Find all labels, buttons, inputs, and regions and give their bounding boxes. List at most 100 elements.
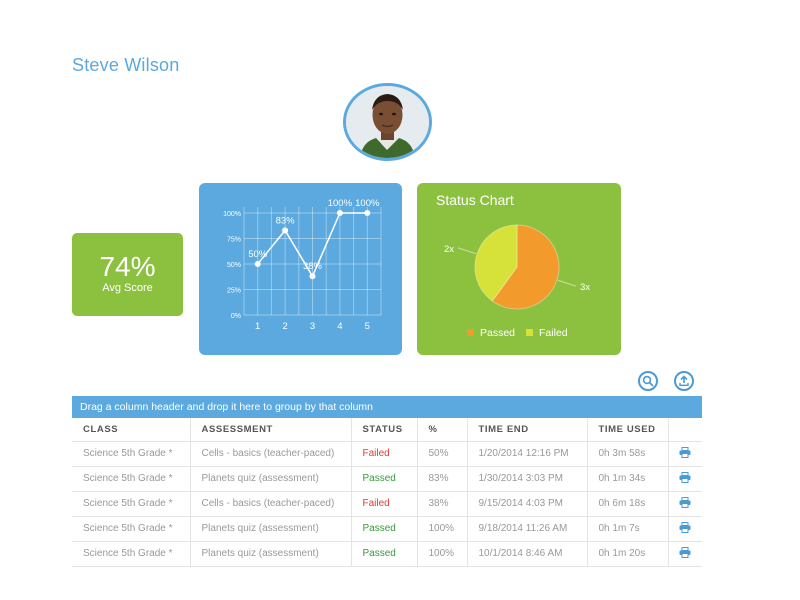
- print-button[interactable]: [668, 516, 702, 542]
- data-point: [309, 273, 316, 280]
- percent-cell: 50%: [417, 441, 468, 467]
- group-by-panel[interactable]: Drag a column header and drop it here to…: [72, 396, 702, 418]
- time-end-cell: 1/20/2014 12:16 PM: [467, 441, 588, 467]
- assessment-cell: Planets quiz (assessment): [190, 516, 352, 542]
- student-name: Steve Wilson: [72, 55, 180, 75]
- print-button[interactable]: [668, 541, 702, 567]
- legend-label: Passed: [480, 327, 515, 339]
- assessment-cell: Cells - basics (teacher-paced): [190, 441, 352, 467]
- x-tick-label: 5: [365, 321, 370, 332]
- search-button[interactable]: [638, 371, 658, 391]
- time-used-cell: 0h 1m 7s: [587, 516, 669, 542]
- assessment-table: CLASS ASSESSMENT STATUS % TIME END TIME …: [72, 418, 702, 567]
- printer-icon: [679, 496, 691, 508]
- data-label: 38%: [303, 261, 323, 272]
- score-line-chart: 0% 25% 50% 75% 100% 1 2 3 4 5 50% 83% 38% 100% 100%: [199, 183, 402, 355]
- table-row[interactable]: Science 5th Grade * Planets quiz (assessm…: [72, 541, 702, 567]
- upload-icon: [679, 375, 689, 386]
- table-row[interactable]: Science 5th Grade * Planets quiz (assessm…: [72, 516, 702, 542]
- line-chart-svg: 0%25%50%75%100%1 2 3 4 550%83%38%100% 100%: [223, 198, 382, 332]
- data-label: 100%: [328, 198, 353, 209]
- pie-slice-passed: [491, 224, 560, 310]
- pie-slice-failed: [474, 224, 518, 302]
- status-cell: Failed: [351, 491, 418, 517]
- table-header-row: CLASS ASSESSMENT STATUS % TIME END TIME …: [72, 418, 702, 442]
- column-header-actions: [668, 418, 702, 442]
- status-chart-card: Status Chart 3x 2x Passed Failed: [417, 183, 621, 355]
- time-used-cell: 0h 1m 34s: [587, 466, 669, 492]
- data-label: 100%: [355, 198, 380, 209]
- table-row[interactable]: Science 5th Grade * Planets quiz (assessm…: [72, 466, 702, 492]
- avg-score-label: Avg Score: [102, 282, 153, 294]
- avg-score-value: 74%: [99, 251, 156, 282]
- legend-label: Failed: [539, 327, 568, 339]
- status-cell: Passed: [351, 516, 418, 542]
- percent-cell: 83%: [417, 466, 468, 492]
- class-cell: Science 5th Grade *: [72, 516, 191, 542]
- time-end-cell: 10/1/2014 8:46 AM: [467, 541, 588, 567]
- percent-cell: 100%: [417, 516, 468, 542]
- column-header-time-end[interactable]: TIME END: [467, 418, 588, 442]
- legend-swatch: [467, 329, 474, 336]
- data-label: 50%: [248, 249, 268, 260]
- assessment-grid: Drag a column header and drop it here to…: [72, 396, 702, 567]
- class-cell: Science 5th Grade *: [72, 441, 191, 467]
- printer-icon: [679, 521, 691, 533]
- column-header-percent[interactable]: %: [417, 418, 468, 442]
- status-chart-title: Status Chart: [436, 192, 514, 208]
- pie-chart-svg: 3x 2x Passed Failed: [444, 224, 590, 339]
- legend-swatch: [526, 329, 533, 336]
- data-point: [254, 261, 261, 267]
- printer-icon: [679, 471, 691, 483]
- slice-leader-line: [557, 279, 577, 287]
- print-button[interactable]: [668, 466, 702, 492]
- x-tick-label: 1: [255, 321, 260, 332]
- avg-score-card: 74% Avg Score: [72, 233, 183, 316]
- data-point: [336, 210, 343, 216]
- status-cell: Failed: [351, 441, 418, 467]
- x-tick-label: 3: [310, 321, 315, 332]
- print-button[interactable]: [668, 491, 702, 517]
- slice-label: 3x: [580, 282, 590, 293]
- data-point: [364, 210, 371, 216]
- class-cell: Science 5th Grade *: [72, 541, 191, 567]
- column-header-status[interactable]: STATUS: [351, 418, 418, 442]
- status-cell: Passed: [351, 541, 418, 567]
- column-header-class[interactable]: CLASS: [72, 418, 191, 442]
- assessment-cell: Planets quiz (assessment): [190, 541, 352, 567]
- time-used-cell: 0h 3m 58s: [587, 441, 669, 467]
- column-header-assessment[interactable]: ASSESSMENT: [190, 418, 352, 442]
- time-used-cell: 0h 1m 20s: [587, 541, 669, 567]
- percent-cell: 38%: [417, 491, 468, 517]
- table-row[interactable]: Science 5th Grade * Cells - basics (teach…: [72, 491, 702, 517]
- y-tick-label: 0%: [231, 313, 241, 320]
- time-end-cell: 9/18/2014 11:26 AM: [467, 516, 588, 542]
- time-end-cell: 1/30/2014 3:03 PM: [467, 466, 588, 492]
- y-tick-label: 25%: [227, 288, 241, 295]
- data-label: 83%: [276, 215, 296, 226]
- y-tick-label: 50%: [227, 262, 241, 269]
- table-row[interactable]: Science 5th Grade * Cells - basics (teach…: [72, 441, 702, 467]
- slice-label: 2x: [444, 244, 454, 255]
- percent-cell: 100%: [417, 541, 468, 567]
- student-avatar: [343, 83, 432, 161]
- print-button[interactable]: [668, 441, 702, 467]
- time-used-cell: 0h 6m 18s: [587, 491, 669, 517]
- x-tick-label: 4: [337, 321, 342, 332]
- assessment-cell: Cells - basics (teacher-paced): [190, 491, 352, 517]
- x-tick-label: 2: [282, 321, 287, 332]
- time-end-cell: 9/15/2014 4:03 PM: [467, 491, 588, 517]
- printer-icon: [679, 446, 691, 458]
- data-point: [282, 227, 289, 234]
- assessment-cell: Planets quiz (assessment): [190, 466, 352, 492]
- class-cell: Science 5th Grade *: [72, 466, 191, 492]
- slice-leader-line: [457, 247, 477, 255]
- printer-icon: [679, 546, 691, 558]
- y-tick-label: 100%: [223, 211, 241, 218]
- search-icon: [642, 375, 654, 387]
- export-button[interactable]: [674, 371, 694, 391]
- column-header-time-used[interactable]: TIME USED: [587, 418, 669, 442]
- y-tick-label: 75%: [227, 237, 241, 244]
- class-cell: Science 5th Grade *: [72, 491, 191, 517]
- status-cell: Passed: [351, 466, 418, 492]
